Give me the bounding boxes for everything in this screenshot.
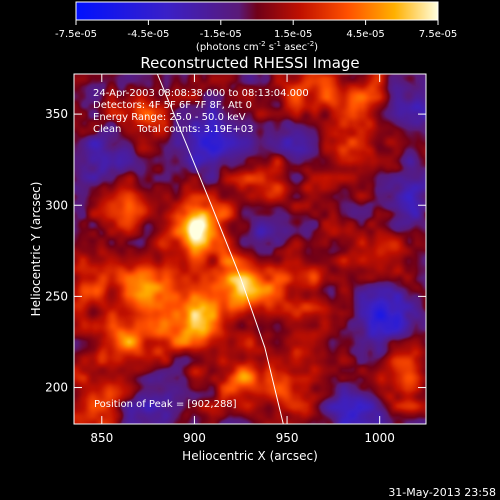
colorbar-tick-label: 1.5e-05 <box>274 29 312 40</box>
x-axis-label: Heliocentric X (arcsec) <box>182 449 318 463</box>
solar-limb-line <box>156 74 284 424</box>
y-tick-label: 200 <box>45 381 68 395</box>
annotation-energy: Energy Range: 25.0 - 50.0 keV <box>93 112 246 123</box>
y-axis-label: Heliocentric Y (arcsec) <box>29 182 43 317</box>
x-tick-label: 850 <box>90 431 113 445</box>
colorbar-tick-label: 7.5e-05 <box>419 29 457 40</box>
annotation-clean: Clean Total counts: 3.19E+03 <box>93 124 253 135</box>
colorbar-ticks: -7.5e-05 -4.5e-05 -1.5e-05 1.5e-05 4.5e-05 7.… <box>55 20 457 40</box>
plot-frame <box>73 73 427 425</box>
colorbar-units: (photons cm-2 s-1 asec-2) <box>196 40 318 53</box>
chart-title: Reconstructed RHESSI Image <box>140 54 359 72</box>
footer-date: 31-May-2013 23:58 <box>388 486 496 499</box>
colorbar-tick-label: -7.5e-05 <box>55 29 97 40</box>
y-tick-label: 250 <box>45 289 68 303</box>
colorbar-tick-label: -4.5e-05 <box>127 29 169 40</box>
x-tick-label: 1000 <box>364 431 395 445</box>
x-tick-label: 900 <box>183 431 206 445</box>
axes: 850 900 950 1000 200 250 300 350 <box>45 74 426 445</box>
colorbar-tick-label: 4.5e-05 <box>346 29 384 40</box>
y-tick-label: 300 <box>45 198 68 212</box>
y-tick-label: 350 <box>45 107 68 121</box>
colorbar-tick-label: -1.5e-05 <box>200 29 242 40</box>
annotation-time: 24-Apr-2003 08:08:38.000 to 08:13:04.000 <box>93 88 309 99</box>
heatmap-image <box>74 74 426 424</box>
annotation-detectors: Detectors: 4F 5F 6F 7F 8F, Att 0 <box>93 100 252 111</box>
colorbar <box>75 1 439 21</box>
peak-position-label: Position of Peak = [902,288] <box>94 399 237 410</box>
x-tick-label: 950 <box>276 431 299 445</box>
